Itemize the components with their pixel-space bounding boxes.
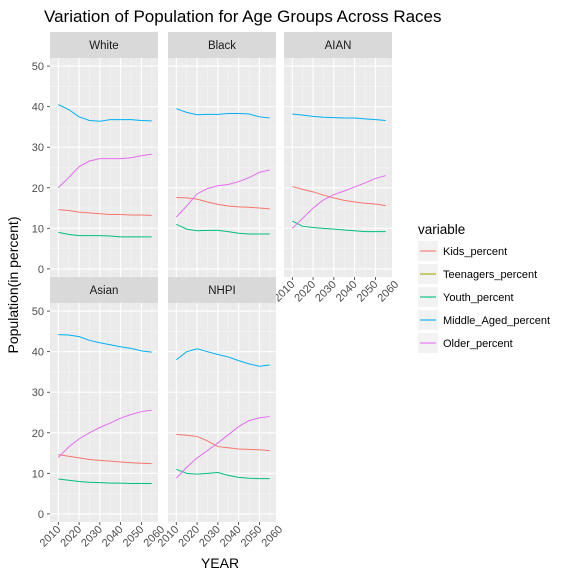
panel-strip: [168, 32, 276, 58]
series-line-kids-percent: [292, 186, 386, 207]
legend-item-teenagers-percent: Teenagers_percent: [418, 264, 537, 284]
legend-label: Teenagers_percent: [443, 269, 537, 281]
y-tick-label: 0: [38, 264, 44, 276]
x-tick-label: 2060: [375, 279, 401, 305]
legend-label: Middle_Aged_percent: [443, 315, 550, 327]
series-line-older-percent: [57, 153, 152, 189]
x-tick-label: 2020: [292, 279, 318, 305]
panel-strip: [50, 32, 158, 58]
y-tick-label: 0: [38, 509, 44, 521]
series-line-youth-percent: [292, 220, 386, 233]
series-line-middle-aged-percent: [176, 108, 270, 119]
chart-title: Variation of Population for Age Groups A…: [44, 7, 442, 26]
panel-strip-label: White: [89, 40, 118, 52]
series-line-kids-percent: [58, 209, 152, 216]
panel-strip-label: AIAN: [325, 40, 352, 52]
legend-item-middle-aged-percent: Middle_Aged_percent: [418, 310, 550, 330]
y-tick-label: 30: [32, 142, 44, 154]
y-tick-label: 20: [32, 183, 44, 195]
y-tick-label: 30: [32, 387, 44, 399]
series-line-middle-aged-percent: [58, 334, 152, 353]
x-tick-label: 2030: [79, 524, 105, 550]
gridlines: [50, 58, 158, 277]
series-line-older-percent: [57, 409, 152, 458]
series-line-middle-aged-percent: [292, 113, 386, 121]
legend: variable Kids_percent Teenagers_percent Yo…: [418, 222, 550, 353]
y-tick-label: 10: [32, 223, 44, 235]
panel-strip: [50, 277, 158, 303]
x-tick-label: 2040: [334, 279, 360, 305]
x-tick-label: 2030: [197, 524, 223, 550]
series-line-kids-percent: [176, 197, 270, 210]
x-tick-label: 2060: [259, 524, 285, 550]
y-tick-label: 10: [32, 468, 44, 480]
x-tick-label: 2040: [218, 524, 244, 550]
legend-label: Older_percent: [443, 338, 513, 350]
series-line-youth-percent: [58, 478, 152, 484]
legend-title: variable: [418, 222, 465, 237]
x-tick-label: 2020: [58, 524, 84, 550]
series-line-older-percent: [175, 169, 270, 218]
panel-strip: [284, 32, 392, 58]
series-line-youth-percent: [58, 231, 152, 238]
series-line-kids-percent: [58, 454, 152, 465]
x-tick-label: 2040: [100, 524, 126, 550]
series-line-kids-percent: [176, 433, 270, 452]
x-tick-label: 2030: [313, 279, 339, 305]
gridlines: [50, 303, 158, 522]
x-axis-title: YEAR: [201, 555, 239, 571]
gridlines: [284, 58, 392, 277]
series-line-older-percent: [291, 175, 386, 229]
legend-label: Kids_percent: [443, 246, 507, 258]
series-line-older-percent: [175, 416, 270, 479]
panel-strip: [168, 277, 276, 303]
legend-item-kids-percent: Kids_percent: [418, 241, 507, 261]
x-tick-label: 2050: [239, 524, 265, 550]
series-line-youth-percent: [176, 223, 270, 235]
panel-white: White 0 10 20 30 40 50: [32, 32, 158, 277]
y-tick-label: 40: [32, 347, 44, 359]
panel-strip-label: NHPI: [208, 285, 235, 297]
legend-label: Youth_percent: [443, 292, 514, 304]
panel-black: Black: [168, 32, 276, 277]
y-tick-label: 50: [32, 306, 44, 318]
legend-item-youth-percent: Youth_percent: [418, 287, 514, 307]
y-tick-label: 40: [32, 102, 44, 114]
y-tick-label: 50: [32, 61, 44, 73]
series-line-middle-aged-percent: [176, 348, 270, 367]
x-tick-label: 2050: [355, 279, 381, 305]
y-tick-label: 20: [32, 428, 44, 440]
x-tick-label: 2020: [176, 524, 202, 550]
x-tick-label: 2010: [38, 524, 64, 550]
series-line-middle-aged-percent: [58, 104, 152, 122]
panel-strip-label: Asian: [90, 285, 119, 297]
series-line-youth-percent: [176, 468, 270, 480]
legend-item-older-percent: Older_percent: [418, 333, 513, 353]
panel-strip-label: Black: [208, 40, 236, 52]
y-axis-title: Population(in percent): [5, 217, 21, 354]
x-tick-label: 2050: [121, 524, 147, 550]
